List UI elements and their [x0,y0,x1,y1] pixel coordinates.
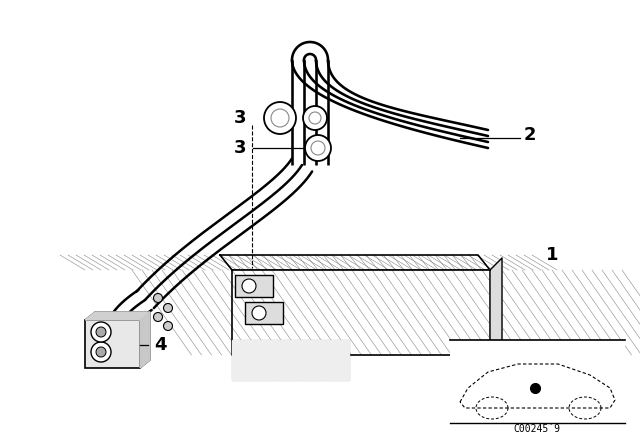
Circle shape [91,342,111,362]
Bar [450,340,625,435]
Polygon shape [303,340,325,380]
Circle shape [311,141,325,155]
Text: C00245`9: C00245`9 [513,424,561,434]
Polygon shape [326,340,349,380]
Polygon shape [490,258,502,355]
Circle shape [305,135,331,161]
Text: 1: 1 [546,246,558,264]
Circle shape [163,322,173,331]
Polygon shape [232,270,490,355]
Circle shape [252,306,266,320]
Circle shape [96,347,106,357]
Text: 4: 4 [154,336,166,354]
Circle shape [154,313,163,322]
Text: 3: 3 [234,109,246,127]
Circle shape [91,322,111,342]
Polygon shape [255,340,278,380]
Circle shape [264,102,296,134]
Text: 3: 3 [234,139,246,157]
Polygon shape [279,340,302,380]
FancyBboxPatch shape [245,302,283,324]
Circle shape [271,109,289,127]
Circle shape [242,279,256,293]
Polygon shape [85,312,150,320]
Circle shape [154,293,163,302]
Circle shape [309,112,321,124]
FancyBboxPatch shape [85,320,140,368]
FancyBboxPatch shape [235,275,273,297]
Circle shape [96,327,106,337]
Polygon shape [232,340,255,380]
Circle shape [303,106,327,130]
Circle shape [163,303,173,313]
Polygon shape [140,312,150,368]
Polygon shape [220,255,490,270]
Text: 2: 2 [524,126,536,144]
